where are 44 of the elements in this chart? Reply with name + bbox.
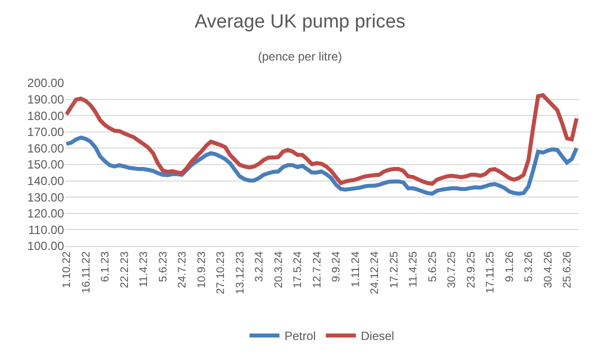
x-tick-label: 25.6.26 <box>562 251 574 288</box>
y-tick-label: 160.00 <box>27 141 64 156</box>
legend-label: Diesel <box>360 329 394 344</box>
y-tick-label: 180.00 <box>27 108 64 123</box>
line-series <box>65 93 579 186</box>
x-tick-label: 1.11.24 <box>350 251 362 288</box>
x-tick-label: 9.1.26 <box>504 251 516 282</box>
chart-title: Average UK pump prices <box>194 12 406 33</box>
x-tick-label: 30.4.26 <box>542 251 554 288</box>
x-tick-label: 5.6.25 <box>426 251 439 282</box>
y-tick-label: 130.00 <box>27 190 64 204</box>
x-tick-label: 1.10.22 <box>61 251 74 288</box>
x-tick-label: 3.2.24 <box>254 251 266 282</box>
x-tick-label: 6.1.23 <box>100 251 112 282</box>
x-tick-label: 11.4.23 <box>138 251 150 288</box>
x-tick-label: 20.3.24 <box>272 251 285 288</box>
y-tick-label: 150.00 <box>27 158 64 172</box>
x-tick-label: 13.12.23 <box>234 251 246 294</box>
x-tick-label: 27.10.23 <box>215 251 228 294</box>
x-tick-label: 5.6.23 <box>157 251 170 282</box>
x-tick-label: 12.7.24 <box>311 251 324 288</box>
x-tick-label: 11.4.25 <box>408 251 420 288</box>
y-tick-label: 100.00 <box>27 239 64 254</box>
legend-label: Petrol <box>284 329 316 344</box>
x-tick-label: 9.9.24 <box>330 251 343 282</box>
x-tick-label: 16.11.22 <box>80 251 92 294</box>
chart-subtitle: (pence per litre) <box>258 49 342 64</box>
x-tick-label: 22.2.23 <box>118 251 131 288</box>
x-tick-label: 17.11.25 <box>484 251 497 294</box>
x-tick-label: 17.5.24 <box>292 251 304 288</box>
x-tick-label: 5.3.26 <box>523 251 536 282</box>
y-tick-label: 190.00 <box>27 92 64 106</box>
x-tick-label: 10.9.23 <box>196 251 208 288</box>
x-tick-label: 24.7.23 <box>176 251 189 288</box>
x-tick-label: 17.2.25 <box>388 251 400 288</box>
y-tick-label: 170.00 <box>27 125 64 140</box>
y-tick-label: 120.00 <box>27 206 64 221</box>
y-tick-label: 140.00 <box>27 174 64 188</box>
line-series <box>65 136 579 196</box>
y-tick-label: 110.00 <box>28 222 64 237</box>
x-tick-label: 30.7.25 <box>446 251 458 288</box>
y-tick-label: 200.00 <box>27 76 64 90</box>
x-tick-label: 23.9.25 <box>465 251 478 288</box>
x-tick-label: 24.12.24 <box>369 251 382 294</box>
